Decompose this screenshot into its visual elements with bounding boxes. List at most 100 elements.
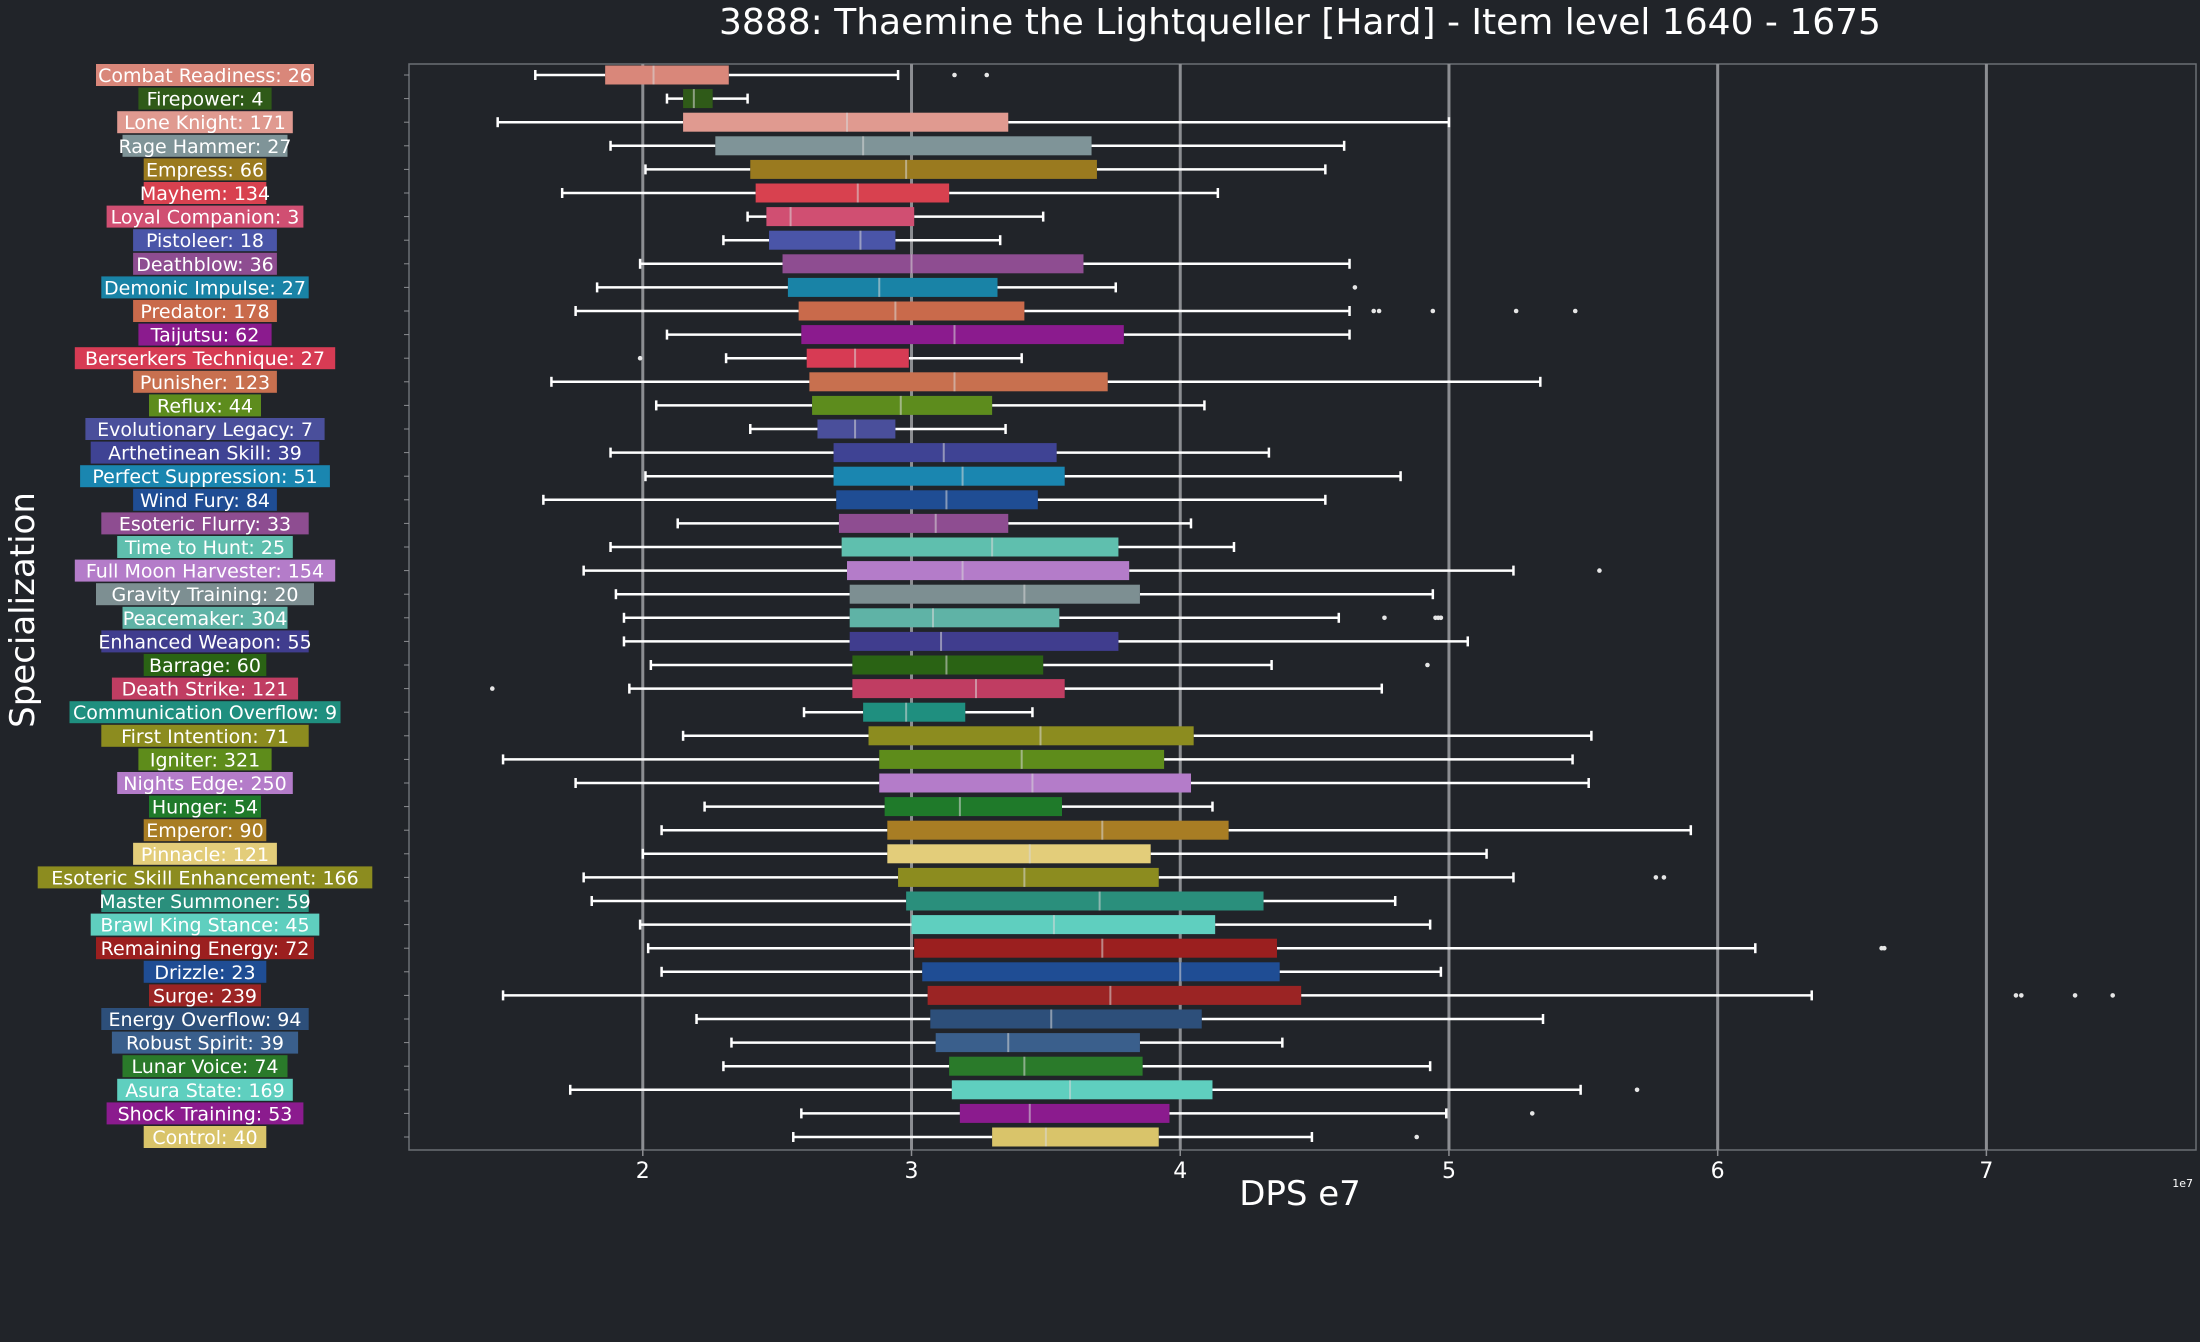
- category-label-bg: [149, 394, 261, 417]
- category-label: Perfect Suppression: 51: [92, 466, 317, 488]
- category-label: Lone Knight: 171: [124, 112, 286, 134]
- category-label-bg: [149, 795, 261, 818]
- box-group: [749, 419, 1007, 439]
- box-iqr: [959, 1103, 1170, 1123]
- category-label: Full Moon Harvester: 154: [86, 561, 324, 583]
- outlier-point: [1414, 1134, 1420, 1140]
- box-group: [730, 1033, 1284, 1053]
- category-label-bg: [133, 842, 277, 865]
- outlier-point: [1430, 308, 1436, 314]
- box-iqr: [914, 938, 1277, 958]
- category-label: Pistoleer: 18: [146, 230, 264, 252]
- category-label-bg: [149, 984, 261, 1007]
- box-group: [660, 962, 1443, 982]
- box-iqr: [884, 797, 1062, 817]
- category-label-bg: [138, 323, 272, 346]
- category-label-bg: [122, 134, 288, 157]
- outlier-point: [984, 72, 990, 78]
- category-label-bg: [106, 1102, 304, 1125]
- category-label-bg: [101, 630, 309, 653]
- box-iqr: [817, 419, 896, 439]
- category-label-bg: [122, 1055, 288, 1078]
- category-label: Igniter: 321: [150, 749, 260, 771]
- category-label-bg: [111, 1031, 299, 1054]
- category-label-bg: [143, 1126, 267, 1148]
- category-label: Mayhem: 134: [140, 183, 270, 205]
- box-group: [582, 561, 1602, 581]
- box-group: [609, 136, 1346, 156]
- box-group: [542, 490, 1327, 510]
- box-iqr: [766, 207, 915, 227]
- outlier-point: [2110, 993, 2115, 998]
- category-label-bg: [101, 276, 309, 299]
- x-tick-label: 2: [636, 1159, 650, 1184]
- category-label: Nights Edge: 250: [123, 773, 287, 795]
- x-axis-ticks: 2 3 4 5 6 7: [636, 1150, 1993, 1184]
- box-group: [676, 513, 1193, 533]
- box-iqr: [715, 136, 1092, 156]
- box-iqr: [782, 254, 1084, 274]
- box-iqr: [911, 915, 1216, 935]
- category-label: Arthetinean Skill: 39: [108, 443, 302, 465]
- box-group: [649, 655, 1430, 675]
- outlier-point: [1438, 615, 1444, 621]
- outlier-point: [490, 686, 495, 691]
- box-iqr: [838, 513, 1009, 533]
- box-iqr: [605, 65, 729, 85]
- box-group: [582, 867, 1667, 887]
- box-group: [654, 395, 1206, 415]
- category-label: Berserkers Technique: 27: [85, 348, 325, 370]
- box-group: [609, 537, 1236, 557]
- category-label-bg: [143, 819, 267, 842]
- outlier-point: [1425, 662, 1430, 668]
- box-iqr: [951, 1080, 1213, 1100]
- box-iqr: [806, 348, 909, 368]
- box-iqr: [849, 631, 1119, 651]
- box-iqr: [898, 867, 1159, 887]
- category-label: Communication Overflow: 9: [73, 702, 337, 724]
- category-label: Esoteric Flurry: 33: [119, 513, 291, 535]
- category-label: Wind Fury: 84: [140, 490, 270, 512]
- box-group: [703, 797, 1214, 817]
- category-label-bg: [101, 512, 309, 535]
- category-label: Brawl King Stance: 45: [100, 915, 309, 937]
- box-iqr: [809, 372, 1108, 392]
- category-label: Shock Training: 53: [118, 1103, 293, 1125]
- category-label-bg: [133, 370, 277, 393]
- category-label-bg: [90, 441, 320, 464]
- category-label: Combat Readiness: 26: [98, 65, 312, 87]
- category-label: Barrage: 60: [149, 655, 261, 677]
- box-iqr: [683, 89, 713, 109]
- box-iqr: [812, 395, 993, 415]
- box-group: [802, 702, 1034, 722]
- box-group: [646, 938, 1887, 958]
- plot-frame: [408, 63, 2197, 1151]
- box-group: [574, 301, 1578, 321]
- category-label-bg: [96, 64, 314, 86]
- box-iqr: [755, 183, 950, 203]
- category-label: Lunar Voice: 74: [131, 1056, 278, 1078]
- category-label-bg: [69, 701, 341, 724]
- box-iqr: [935, 1033, 1140, 1053]
- box-iqr: [949, 1056, 1143, 1076]
- category-label-bg: [133, 300, 277, 322]
- category-label: Remaining Energy: 72: [101, 938, 310, 960]
- box-group: [574, 773, 1590, 793]
- box-group: [644, 159, 1327, 179]
- box-iqr: [863, 702, 966, 722]
- category-label: Empress: 66: [146, 159, 264, 181]
- box-group: [590, 891, 1397, 911]
- outlier-point: [2019, 993, 2024, 998]
- category-label-bg: [133, 252, 277, 275]
- category-label-bg: [117, 111, 293, 134]
- box-iqr: [750, 159, 1097, 179]
- category-label: Evolutionary Legacy: 7: [97, 419, 313, 441]
- outlier-point: [1661, 875, 1667, 880]
- outlier-point: [952, 72, 957, 78]
- category-label: Enhanced Weapon: 55: [98, 631, 311, 653]
- box-group: [792, 1127, 1420, 1147]
- category-label: Firepower: 4: [147, 89, 264, 111]
- category-label: Master Summoner: 59: [99, 891, 311, 913]
- box-iqr: [906, 891, 1264, 911]
- category-label-bg: [74, 559, 336, 582]
